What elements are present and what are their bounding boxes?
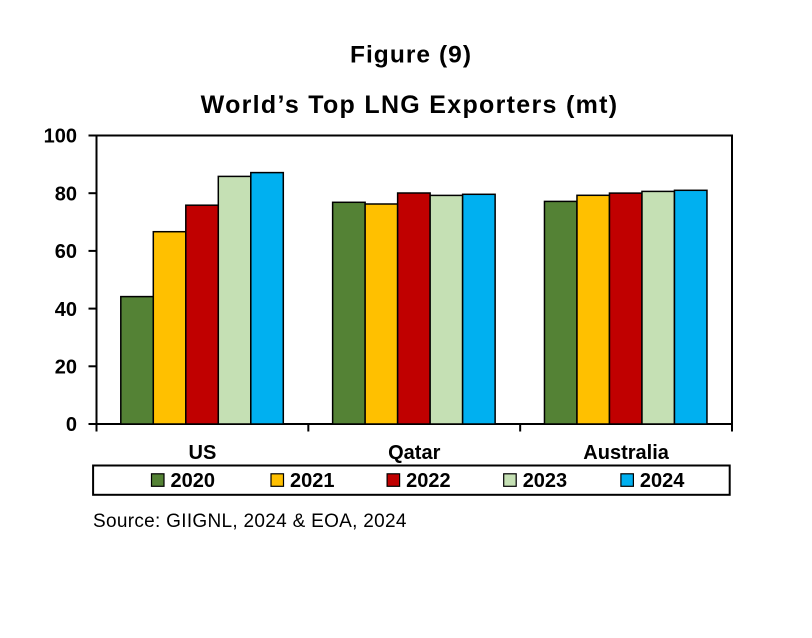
svg-text:40: 40 (55, 299, 77, 321)
svg-text:2024: 2024 (640, 470, 685, 492)
svg-text:2021: 2021 (290, 470, 335, 492)
svg-text:2020: 2020 (171, 470, 216, 492)
svg-text:World’s Top LNG Exporters (mt): World’s Top LNG Exporters (mt) (201, 91, 619, 119)
svg-text:80: 80 (55, 183, 77, 205)
svg-text:US: US (189, 442, 217, 464)
svg-text:Source: GIIGNL, 2024 & EOA, 20: Source: GIIGNL, 2024 & EOA, 2024 (93, 511, 407, 532)
svg-text:Figure (9): Figure (9) (350, 42, 472, 69)
svg-text:Australia: Australia (583, 442, 669, 464)
svg-text:100: 100 (44, 126, 77, 148)
svg-text:2023: 2023 (523, 470, 568, 492)
svg-text:20: 20 (55, 357, 77, 379)
svg-text:0: 0 (66, 414, 77, 436)
svg-text:Qatar: Qatar (388, 442, 440, 464)
svg-text:2022: 2022 (406, 470, 451, 492)
svg-text:60: 60 (55, 241, 77, 263)
